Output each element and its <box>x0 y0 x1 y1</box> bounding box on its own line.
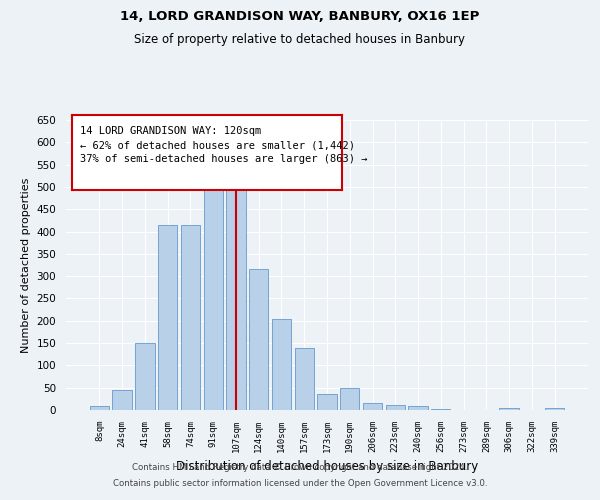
Bar <box>112 390 132 410</box>
Text: 14 LORD GRANDISON WAY: 120sqm
← 62% of detached houses are smaller (1,442)
37% o: 14 LORD GRANDISON WAY: 120sqm ← 62% of d… <box>80 126 368 164</box>
Text: Contains HM Land Registry data © Crown copyright and database right 2024.: Contains HM Land Registry data © Crown c… <box>132 464 468 472</box>
Bar <box>295 348 314 410</box>
Bar <box>545 408 564 410</box>
X-axis label: Distribution of detached houses by size in Banbury: Distribution of detached houses by size … <box>176 460 478 473</box>
Bar <box>158 225 178 410</box>
Bar <box>340 388 359 410</box>
Bar <box>409 406 428 410</box>
Bar <box>272 318 291 410</box>
Bar <box>363 404 382 410</box>
Bar <box>90 406 109 410</box>
Bar <box>203 174 223 410</box>
Bar <box>226 174 245 410</box>
Bar <box>181 225 200 410</box>
Text: 14, LORD GRANDISON WAY, BANBURY, OX16 1EP: 14, LORD GRANDISON WAY, BANBURY, OX16 1E… <box>121 10 479 23</box>
Bar <box>317 394 337 410</box>
Bar <box>499 408 519 410</box>
Bar <box>249 270 268 410</box>
Bar <box>135 343 155 410</box>
Y-axis label: Number of detached properties: Number of detached properties <box>21 178 31 352</box>
Text: Contains public sector information licensed under the Open Government Licence v3: Contains public sector information licen… <box>113 478 487 488</box>
Bar <box>386 404 405 410</box>
Text: Size of property relative to detached houses in Banbury: Size of property relative to detached ho… <box>134 32 466 46</box>
Bar <box>431 408 451 410</box>
